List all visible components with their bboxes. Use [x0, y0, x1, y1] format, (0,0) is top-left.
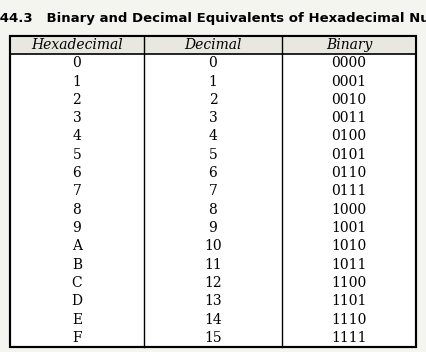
Text: 9: 9: [72, 221, 81, 235]
Text: A: A: [72, 239, 82, 253]
Text: 0100: 0100: [331, 130, 367, 144]
Text: 1100: 1100: [331, 276, 367, 290]
Text: 10: 10: [204, 239, 222, 253]
Text: 3: 3: [72, 111, 81, 125]
Text: D: D: [72, 294, 82, 308]
Text: 6: 6: [72, 166, 81, 180]
Text: 0010: 0010: [331, 93, 367, 107]
Text: 12: 12: [204, 276, 222, 290]
Text: 0110: 0110: [331, 166, 367, 180]
Bar: [10, 36, 416, 54]
Text: 0111: 0111: [331, 184, 367, 199]
Text: 0011: 0011: [331, 111, 367, 125]
Text: 7: 7: [209, 184, 217, 199]
Text: 15: 15: [204, 331, 222, 345]
Text: 1010: 1010: [331, 239, 367, 253]
Text: 1001: 1001: [331, 221, 367, 235]
Text: E: E: [72, 313, 82, 327]
Text: 5: 5: [72, 148, 81, 162]
Text: 1111: 1111: [331, 331, 367, 345]
Text: 2: 2: [209, 93, 217, 107]
Text: 0101: 0101: [331, 148, 367, 162]
Text: F: F: [72, 331, 82, 345]
Text: 1: 1: [209, 75, 217, 89]
Text: Decimal: Decimal: [184, 38, 242, 52]
Bar: [10, 36, 416, 347]
Text: 8: 8: [209, 203, 217, 217]
Text: 0: 0: [72, 56, 81, 70]
Text: 8: 8: [72, 203, 81, 217]
Text: 1110: 1110: [331, 313, 367, 327]
Text: 1101: 1101: [331, 294, 367, 308]
Text: Binary: Binary: [326, 38, 372, 52]
Text: 2: 2: [72, 93, 81, 107]
Text: TABLE 44.3   Binary and Decimal Equivalents of Hexadecimal Numbers: TABLE 44.3 Binary and Decimal Equivalent…: [0, 12, 426, 25]
Text: 3: 3: [209, 111, 217, 125]
Text: 13: 13: [204, 294, 222, 308]
Bar: [10, 36, 416, 347]
Text: 0000: 0000: [331, 56, 367, 70]
Text: 1000: 1000: [331, 203, 367, 217]
Text: 14: 14: [204, 313, 222, 327]
Text: 4: 4: [209, 130, 217, 144]
Text: B: B: [72, 258, 82, 272]
Text: 11: 11: [204, 258, 222, 272]
Text: 9: 9: [209, 221, 217, 235]
Text: C: C: [72, 276, 82, 290]
Text: 5: 5: [209, 148, 217, 162]
Text: 1: 1: [72, 75, 81, 89]
Text: 0: 0: [209, 56, 217, 70]
Text: 1011: 1011: [331, 258, 367, 272]
Text: 0001: 0001: [331, 75, 367, 89]
Text: 4: 4: [72, 130, 81, 144]
Text: 7: 7: [72, 184, 81, 199]
Text: Hexadecimal: Hexadecimal: [31, 38, 123, 52]
Text: 6: 6: [209, 166, 217, 180]
